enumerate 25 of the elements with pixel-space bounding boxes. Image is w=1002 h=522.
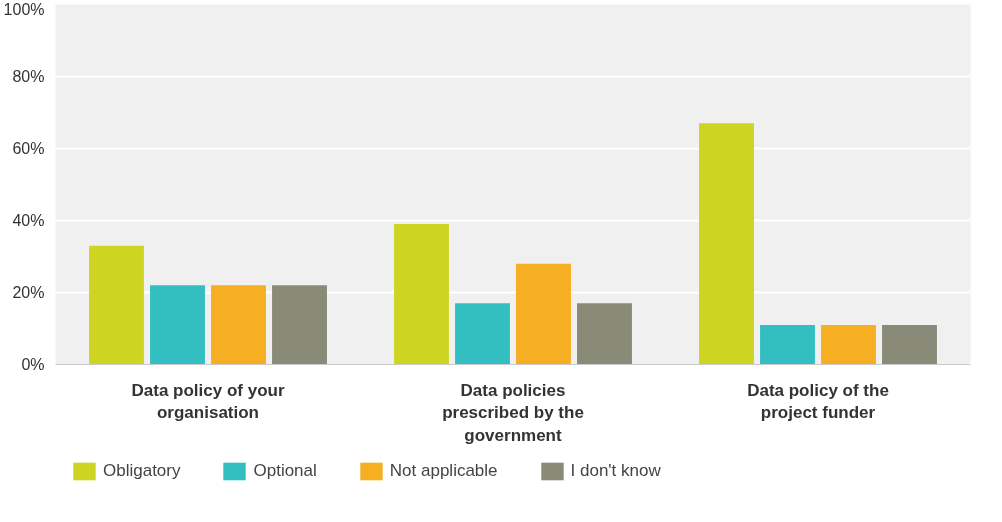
x-tick-label: Data policies prescribed by the government xyxy=(442,380,584,446)
legend-label: Optional xyxy=(253,461,317,481)
bar xyxy=(89,245,144,365)
bar xyxy=(577,303,632,365)
y-tick-label: 40% xyxy=(12,212,45,229)
x-tick-label: Data policy of the project funder xyxy=(747,380,889,423)
y-tick-label: 20% xyxy=(12,284,45,301)
bar xyxy=(455,303,510,365)
bar xyxy=(516,263,571,365)
bar xyxy=(272,285,327,365)
bar xyxy=(699,123,754,365)
y-tick-label: 80% xyxy=(12,68,45,85)
y-tick-label: 0% xyxy=(21,356,45,373)
legend-label: Obligatory xyxy=(103,461,181,481)
y-tick-label: 100% xyxy=(3,0,45,18)
bar xyxy=(821,324,876,365)
bar xyxy=(211,285,266,365)
bar xyxy=(394,224,449,365)
x-tick-label: Data policy of your organisation xyxy=(131,380,285,423)
legend-label: Not applicable xyxy=(389,461,498,481)
bar xyxy=(760,324,815,365)
y-tick-label: 60% xyxy=(12,140,45,157)
legend-label: I don't know xyxy=(570,461,661,481)
bar xyxy=(150,285,205,365)
bar xyxy=(882,324,937,365)
